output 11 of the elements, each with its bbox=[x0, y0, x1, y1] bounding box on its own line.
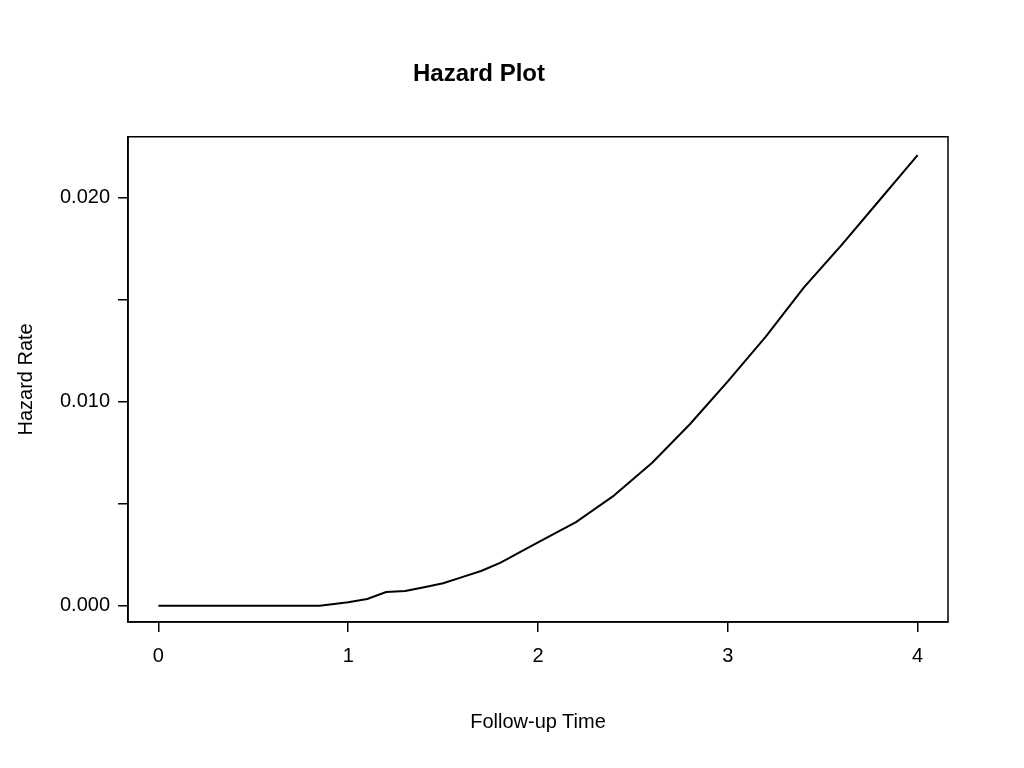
y-tick-label: 0.010 bbox=[59, 389, 111, 412]
y-axis-title: Hazard Rate bbox=[13, 323, 36, 436]
x-axis-title: Follow-up Time bbox=[470, 709, 606, 732]
chart-title: Hazard Plot bbox=[412, 59, 546, 87]
x-tick-label: 3 bbox=[722, 643, 734, 666]
x-tick-label: 2 bbox=[532, 643, 544, 666]
x-tick-label: 4 bbox=[912, 643, 924, 666]
x-tick-label: 0 bbox=[152, 643, 164, 666]
x-tick-label: 1 bbox=[342, 643, 354, 666]
y-tick-label: 0.020 bbox=[59, 185, 111, 208]
y-tick-label: 0.000 bbox=[59, 593, 111, 616]
